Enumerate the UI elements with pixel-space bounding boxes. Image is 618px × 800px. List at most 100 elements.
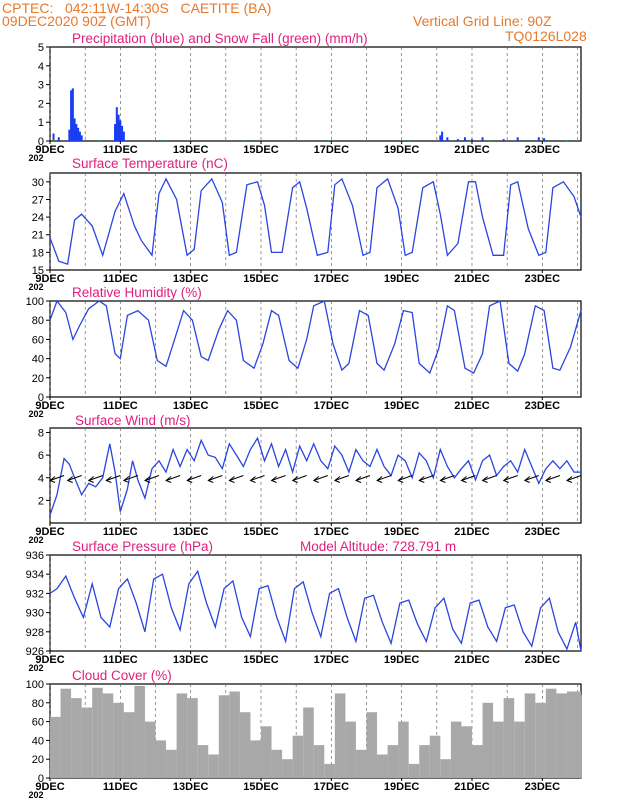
wind-arrowhead [397, 476, 404, 483]
panel-subtitle: Model Altitude: 728.791 m [300, 539, 456, 554]
x-tick-label: 11DEC [103, 781, 138, 793]
cloud-bar [429, 735, 441, 778]
y-tick-label: 4 [38, 473, 44, 485]
panel-title: Surface Pressure (hPa) [72, 539, 213, 554]
cloud-bar [493, 721, 504, 778]
precip-bar [456, 139, 459, 141]
precip-bar [71, 88, 74, 141]
cloud-bar [524, 693, 536, 778]
cloud-bar [123, 712, 135, 778]
wind-arrowhead [523, 476, 531, 483]
wind-arrow [461, 475, 476, 481]
y-tick-label: 100 [26, 296, 44, 308]
cloud-bar [71, 698, 82, 778]
precip-bar [121, 125, 124, 141]
panel-3: 2 4 6 8 9DEC 11DEC 13DEC 15DEC 17DEC 19DEC 21DEC 23… [28, 413, 582, 545]
wind-arrowhead [481, 476, 488, 483]
x-tick-label: 9DEC [35, 654, 64, 666]
cloud-bar [155, 740, 167, 778]
wind-arrow [566, 475, 582, 481]
x-tick-label: 23DEC [525, 144, 561, 156]
cloud-bar [334, 693, 346, 778]
x-tick-label: 9DEC [35, 526, 64, 538]
cloud-bar [176, 693, 188, 778]
x-tick-label: 19DEC [384, 781, 420, 793]
y-tick-label: 6 [38, 450, 44, 462]
x-tick-label: 13DEC [173, 273, 209, 285]
cloud-bar [377, 754, 388, 778]
cloud-bar [166, 749, 177, 778]
x-tick-label: 13DEC [173, 400, 209, 412]
precip-bar [446, 137, 449, 141]
precip-bar [52, 140, 55, 142]
precip-bar [326, 140, 329, 142]
wind-arrow [187, 475, 202, 481]
wind-arrowhead [122, 476, 130, 483]
cloud-bar [113, 702, 124, 778]
precip-bar [57, 137, 60, 141]
y-tick-label: 0 [38, 136, 44, 148]
series-line [49, 569, 582, 652]
panel-4: 926 928 930 932 934 936 9DEC 11DEC 13DEC 15DEC 17D… [26, 539, 582, 673]
cloud-bar [197, 745, 209, 778]
x-tick-label: 23DEC [525, 400, 561, 412]
y-tick-label: 0 [38, 392, 44, 404]
y-tick-label: 60 [32, 334, 44, 346]
panel-title: Precipitation (blue) and Snow Fall (gree… [72, 31, 368, 46]
x-tick-label: 21DEC [454, 526, 490, 538]
precip-bar [98, 140, 101, 142]
y-tick-label: 934 [26, 569, 44, 581]
wind-arrowhead [566, 476, 573, 483]
precip-bar [119, 120, 122, 141]
y-tick-label: 932 [26, 588, 44, 600]
cloud-bar [482, 702, 494, 778]
x-tick-label: 13DEC [173, 526, 209, 538]
x-tick-label: 23DEC [525, 781, 561, 793]
wind-arrow [419, 475, 434, 481]
y-tick-label: 936 [26, 550, 44, 562]
x-tick-label: 11DEC [103, 273, 138, 285]
wind-arrowhead [502, 476, 510, 483]
y-tick-label: 21 [32, 230, 44, 242]
cloud-bar [187, 698, 198, 778]
wind-arrowhead [544, 476, 552, 483]
cloud-bar [503, 698, 515, 778]
cloud-bar [239, 712, 251, 778]
x-tick-label: 17DEC [314, 144, 350, 156]
x-tick-label: 9DEC [35, 273, 64, 285]
cloud-bar [282, 759, 293, 778]
cloud-bar [313, 745, 325, 778]
cloud-bar [471, 745, 483, 778]
x-tick-label: 23DEC [525, 654, 561, 666]
x-tick-label: 9DEC [35, 781, 64, 793]
precip-bar [537, 137, 540, 141]
cloud-bar [566, 691, 581, 778]
cloud-bar [92, 687, 103, 778]
x-tick-label: 15DEC [243, 144, 279, 156]
wind-arrow [376, 475, 392, 481]
y-tick-label: 930 [26, 608, 44, 620]
x-tick-label: 15DEC [243, 400, 279, 412]
x-tick-label: 19DEC [384, 654, 420, 666]
precip-bar [470, 139, 473, 141]
cloud-bar [408, 763, 420, 778]
x-tick-label: 13DEC [173, 144, 209, 156]
wind-arrow [123, 475, 139, 481]
x-tick-label: 17DEC [314, 781, 350, 793]
wind-arrow [313, 475, 328, 481]
panel-frame [49, 554, 582, 652]
year-label: 202 [28, 153, 43, 163]
wind-arrowhead [105, 476, 112, 483]
x-tick-label: 11DEC [103, 144, 138, 156]
cloud-bar [292, 735, 304, 778]
x-tick-label: 21DEC [454, 654, 490, 666]
wind-arrow [250, 475, 265, 481]
wind-arrowhead [66, 476, 73, 483]
cloud-bar [450, 721, 462, 778]
y-tick-label: 20 [32, 754, 44, 766]
wind-arrowhead [87, 476, 95, 483]
y-tick-label: 926 [26, 646, 44, 658]
panel-1: 15 18 21 24 27 30 9DEC 11DEC 13DEC 15DEC 17DEC 19DE… [28, 156, 582, 292]
wind-arrow [49, 475, 65, 481]
